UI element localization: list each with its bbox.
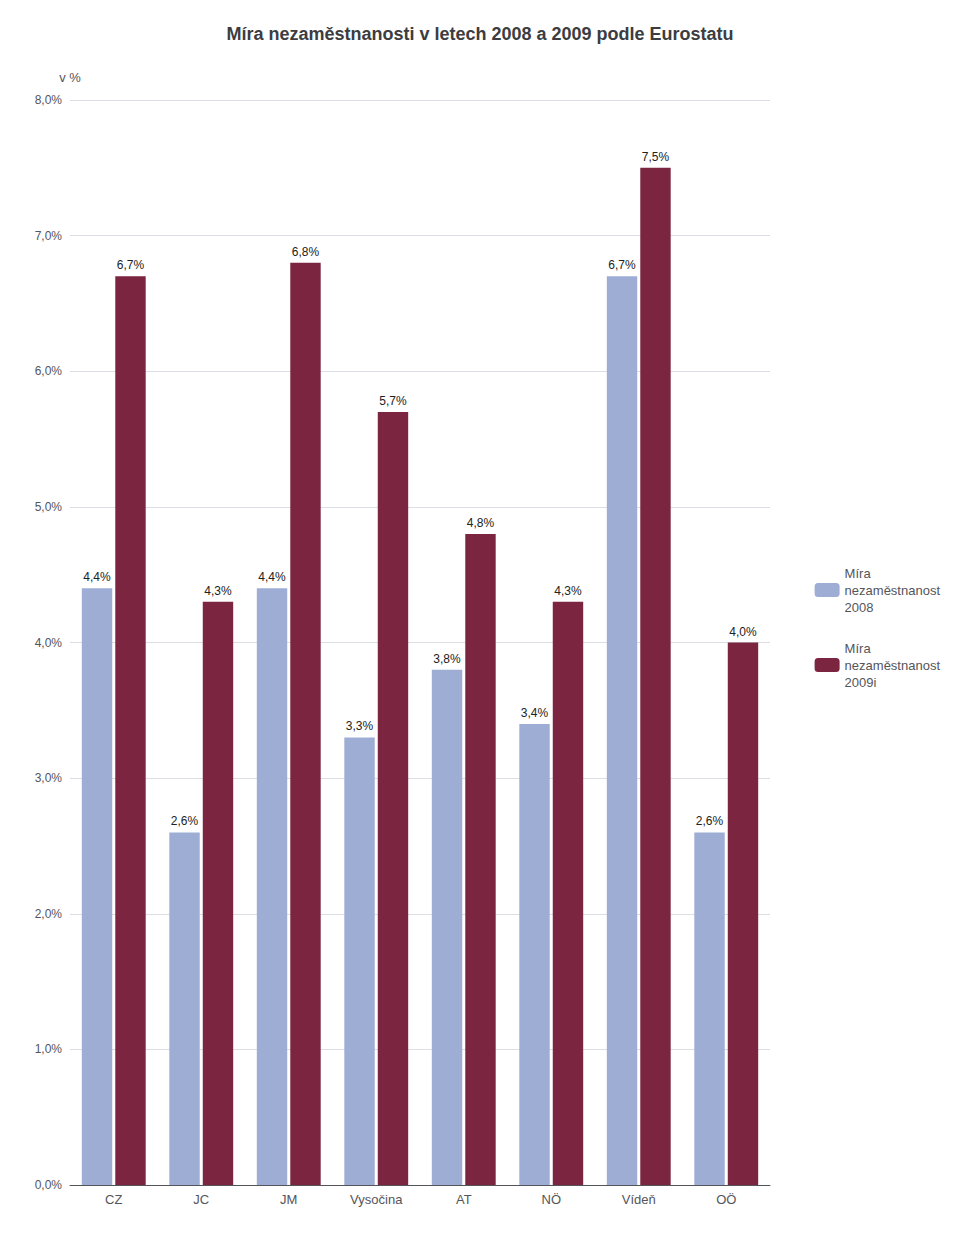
svg-text:3,3%: 3,3% [346, 719, 374, 733]
svg-text:3,0%: 3,0% [35, 771, 63, 785]
svg-text:Míra nezaměstnanosti v letech: Míra nezaměstnanosti v letech 2008 a 200… [226, 24, 733, 44]
svg-text:4,3%: 4,3% [554, 584, 582, 598]
svg-text:6,7%: 6,7% [117, 258, 145, 272]
svg-text:7,5%: 7,5% [642, 150, 670, 164]
svg-text:nezaměstnanost: nezaměstnanost [845, 583, 941, 598]
svg-text:5,7%: 5,7% [379, 394, 407, 408]
svg-text:4,4%: 4,4% [258, 570, 286, 584]
svg-text:2009i: 2009i [845, 675, 877, 690]
svg-text:3,8%: 3,8% [433, 652, 461, 666]
svg-text:1,0%: 1,0% [35, 1042, 63, 1056]
svg-text:7,0%: 7,0% [35, 229, 63, 243]
svg-text:8,0%: 8,0% [35, 93, 63, 107]
svg-text:Míra: Míra [845, 566, 872, 581]
svg-text:CZ: CZ [105, 1192, 122, 1207]
svg-text:5,0%: 5,0% [35, 500, 63, 514]
svg-text:JC: JC [193, 1192, 209, 1207]
svg-text:NÖ: NÖ [542, 1192, 562, 1207]
svg-text:6,8%: 6,8% [292, 245, 320, 259]
svg-text:4,3%: 4,3% [204, 584, 232, 598]
svg-text:Míra: Míra [845, 641, 872, 656]
svg-text:2008: 2008 [845, 600, 874, 615]
svg-text:v %: v % [59, 70, 81, 85]
svg-text:AT: AT [456, 1192, 472, 1207]
svg-text:nezaměstnanost: nezaměstnanost [845, 658, 941, 673]
svg-text:2,0%: 2,0% [35, 907, 63, 921]
svg-text:0,0%: 0,0% [35, 1178, 63, 1192]
svg-text:2,6%: 2,6% [171, 814, 199, 828]
svg-text:4,0%: 4,0% [729, 625, 757, 639]
svg-text:6,0%: 6,0% [35, 364, 63, 378]
svg-text:4,0%: 4,0% [35, 636, 63, 650]
svg-text:JM: JM [280, 1192, 297, 1207]
svg-text:6,7%: 6,7% [608, 258, 636, 272]
svg-text:4,4%: 4,4% [83, 570, 111, 584]
svg-text:OÖ: OÖ [716, 1192, 736, 1207]
svg-text:3,4%: 3,4% [521, 706, 549, 720]
svg-text:2,6%: 2,6% [696, 814, 724, 828]
svg-text:Vídeň: Vídeň [622, 1192, 656, 1207]
svg-text:Vysočina: Vysočina [350, 1192, 403, 1207]
svg-text:4,8%: 4,8% [467, 516, 495, 530]
